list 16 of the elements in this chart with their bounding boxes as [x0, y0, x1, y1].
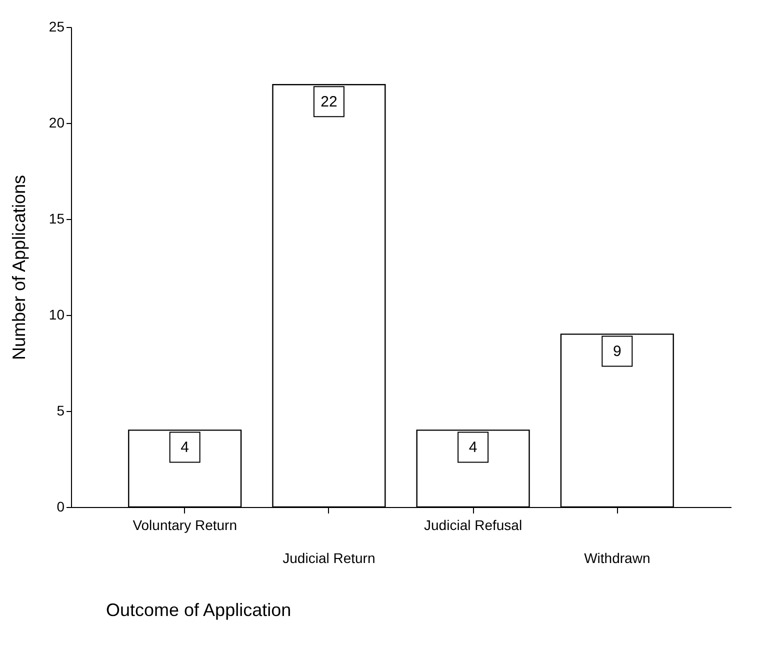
y-axis-title: Number of Applications: [8, 174, 29, 360]
y-tick-label: 10: [48, 306, 65, 322]
x-tick-label: Voluntary Return: [132, 517, 237, 533]
data-label: 4: [180, 439, 190, 456]
x-tick-label: Judicial Refusal: [424, 517, 522, 533]
y-tick-label: 0: [56, 498, 65, 514]
x-tick-label: Withdrawn: [584, 550, 650, 566]
data-label: 9: [612, 343, 622, 360]
data-label: 22: [320, 94, 338, 111]
x-tick-label: Judicial Return: [282, 550, 376, 566]
x-axis-title: Outcome of Application: [106, 600, 292, 620]
y-tick-label: 15: [48, 210, 65, 226]
y-tick-label: 5: [56, 402, 65, 418]
y-tick-label: 20: [48, 114, 65, 130]
y-tick-label: 25: [48, 18, 65, 34]
data-label: 4: [468, 439, 478, 456]
